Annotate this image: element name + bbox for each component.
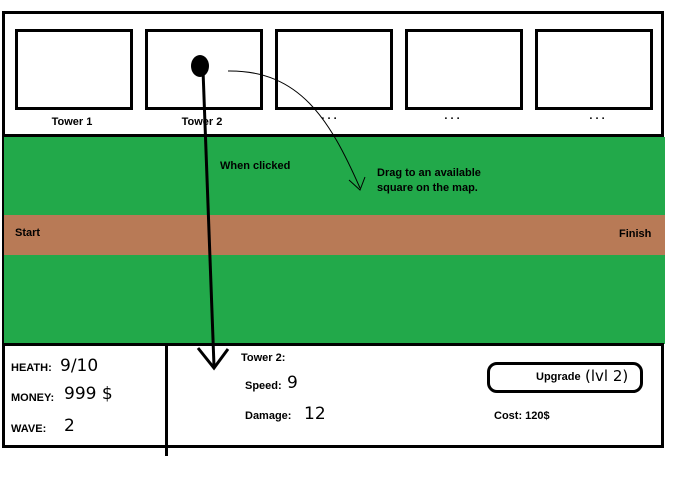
tower-slot-1[interactable] [15, 29, 133, 110]
tower-slot-1-label: Tower 1 [51, 116, 93, 128]
enemy-path [4, 215, 665, 255]
drag-arrow-curve [227, 70, 361, 189]
tower-slot-4-label: . . . [444, 110, 460, 122]
finish-label: Finish [619, 228, 652, 240]
money-value: 999 $ [64, 384, 113, 404]
start-label: Start [15, 227, 41, 239]
when-clicked-note: When clicked [220, 160, 291, 172]
click-marker-icon [191, 55, 209, 77]
wave-value: 2 [64, 416, 75, 436]
speed-label: Speed: [245, 380, 282, 392]
tower-slot-3-label: . . . [321, 110, 337, 122]
bottom-divider [2, 343, 664, 346]
click-arrow-head-icon [196, 347, 230, 371]
drag-arrow-head-icon [348, 176, 366, 191]
tower-slot-5-label: . . . [589, 110, 605, 122]
health-value: 9/10 [60, 356, 99, 376]
speed-value: 9 [287, 373, 298, 393]
tower-slot-4[interactable] [405, 29, 523, 110]
cost-label: Cost: 120$ [494, 410, 550, 422]
upgrade-button[interactable] [487, 362, 643, 393]
drag-hint-note: Drag to an available square on the map. [377, 166, 481, 196]
tower-slot-2-label: Tower 2 [181, 116, 223, 128]
tower-slot-2[interactable] [145, 29, 263, 110]
health-label: HEATH: [11, 362, 52, 374]
damage-label: Damage: [245, 410, 292, 422]
drag-hint-line-2: square on the map. [377, 182, 478, 194]
tower-info-title: Tower 2: [241, 352, 286, 364]
damage-value: 12 [304, 404, 326, 424]
upgrade-level: (lvl 2) [585, 367, 629, 385]
panel-divider [165, 343, 168, 456]
money-label: MONEY: [11, 392, 55, 404]
click-arrow-line [201, 69, 216, 367]
upgrade-label: Upgrade [536, 371, 581, 383]
tower-slot-5[interactable] [535, 29, 653, 110]
tower-slot-3[interactable] [275, 29, 393, 110]
drag-hint-line-1: Drag to an available [377, 167, 481, 179]
wave-label: WAVE: [11, 423, 47, 435]
top-divider [2, 134, 664, 137]
